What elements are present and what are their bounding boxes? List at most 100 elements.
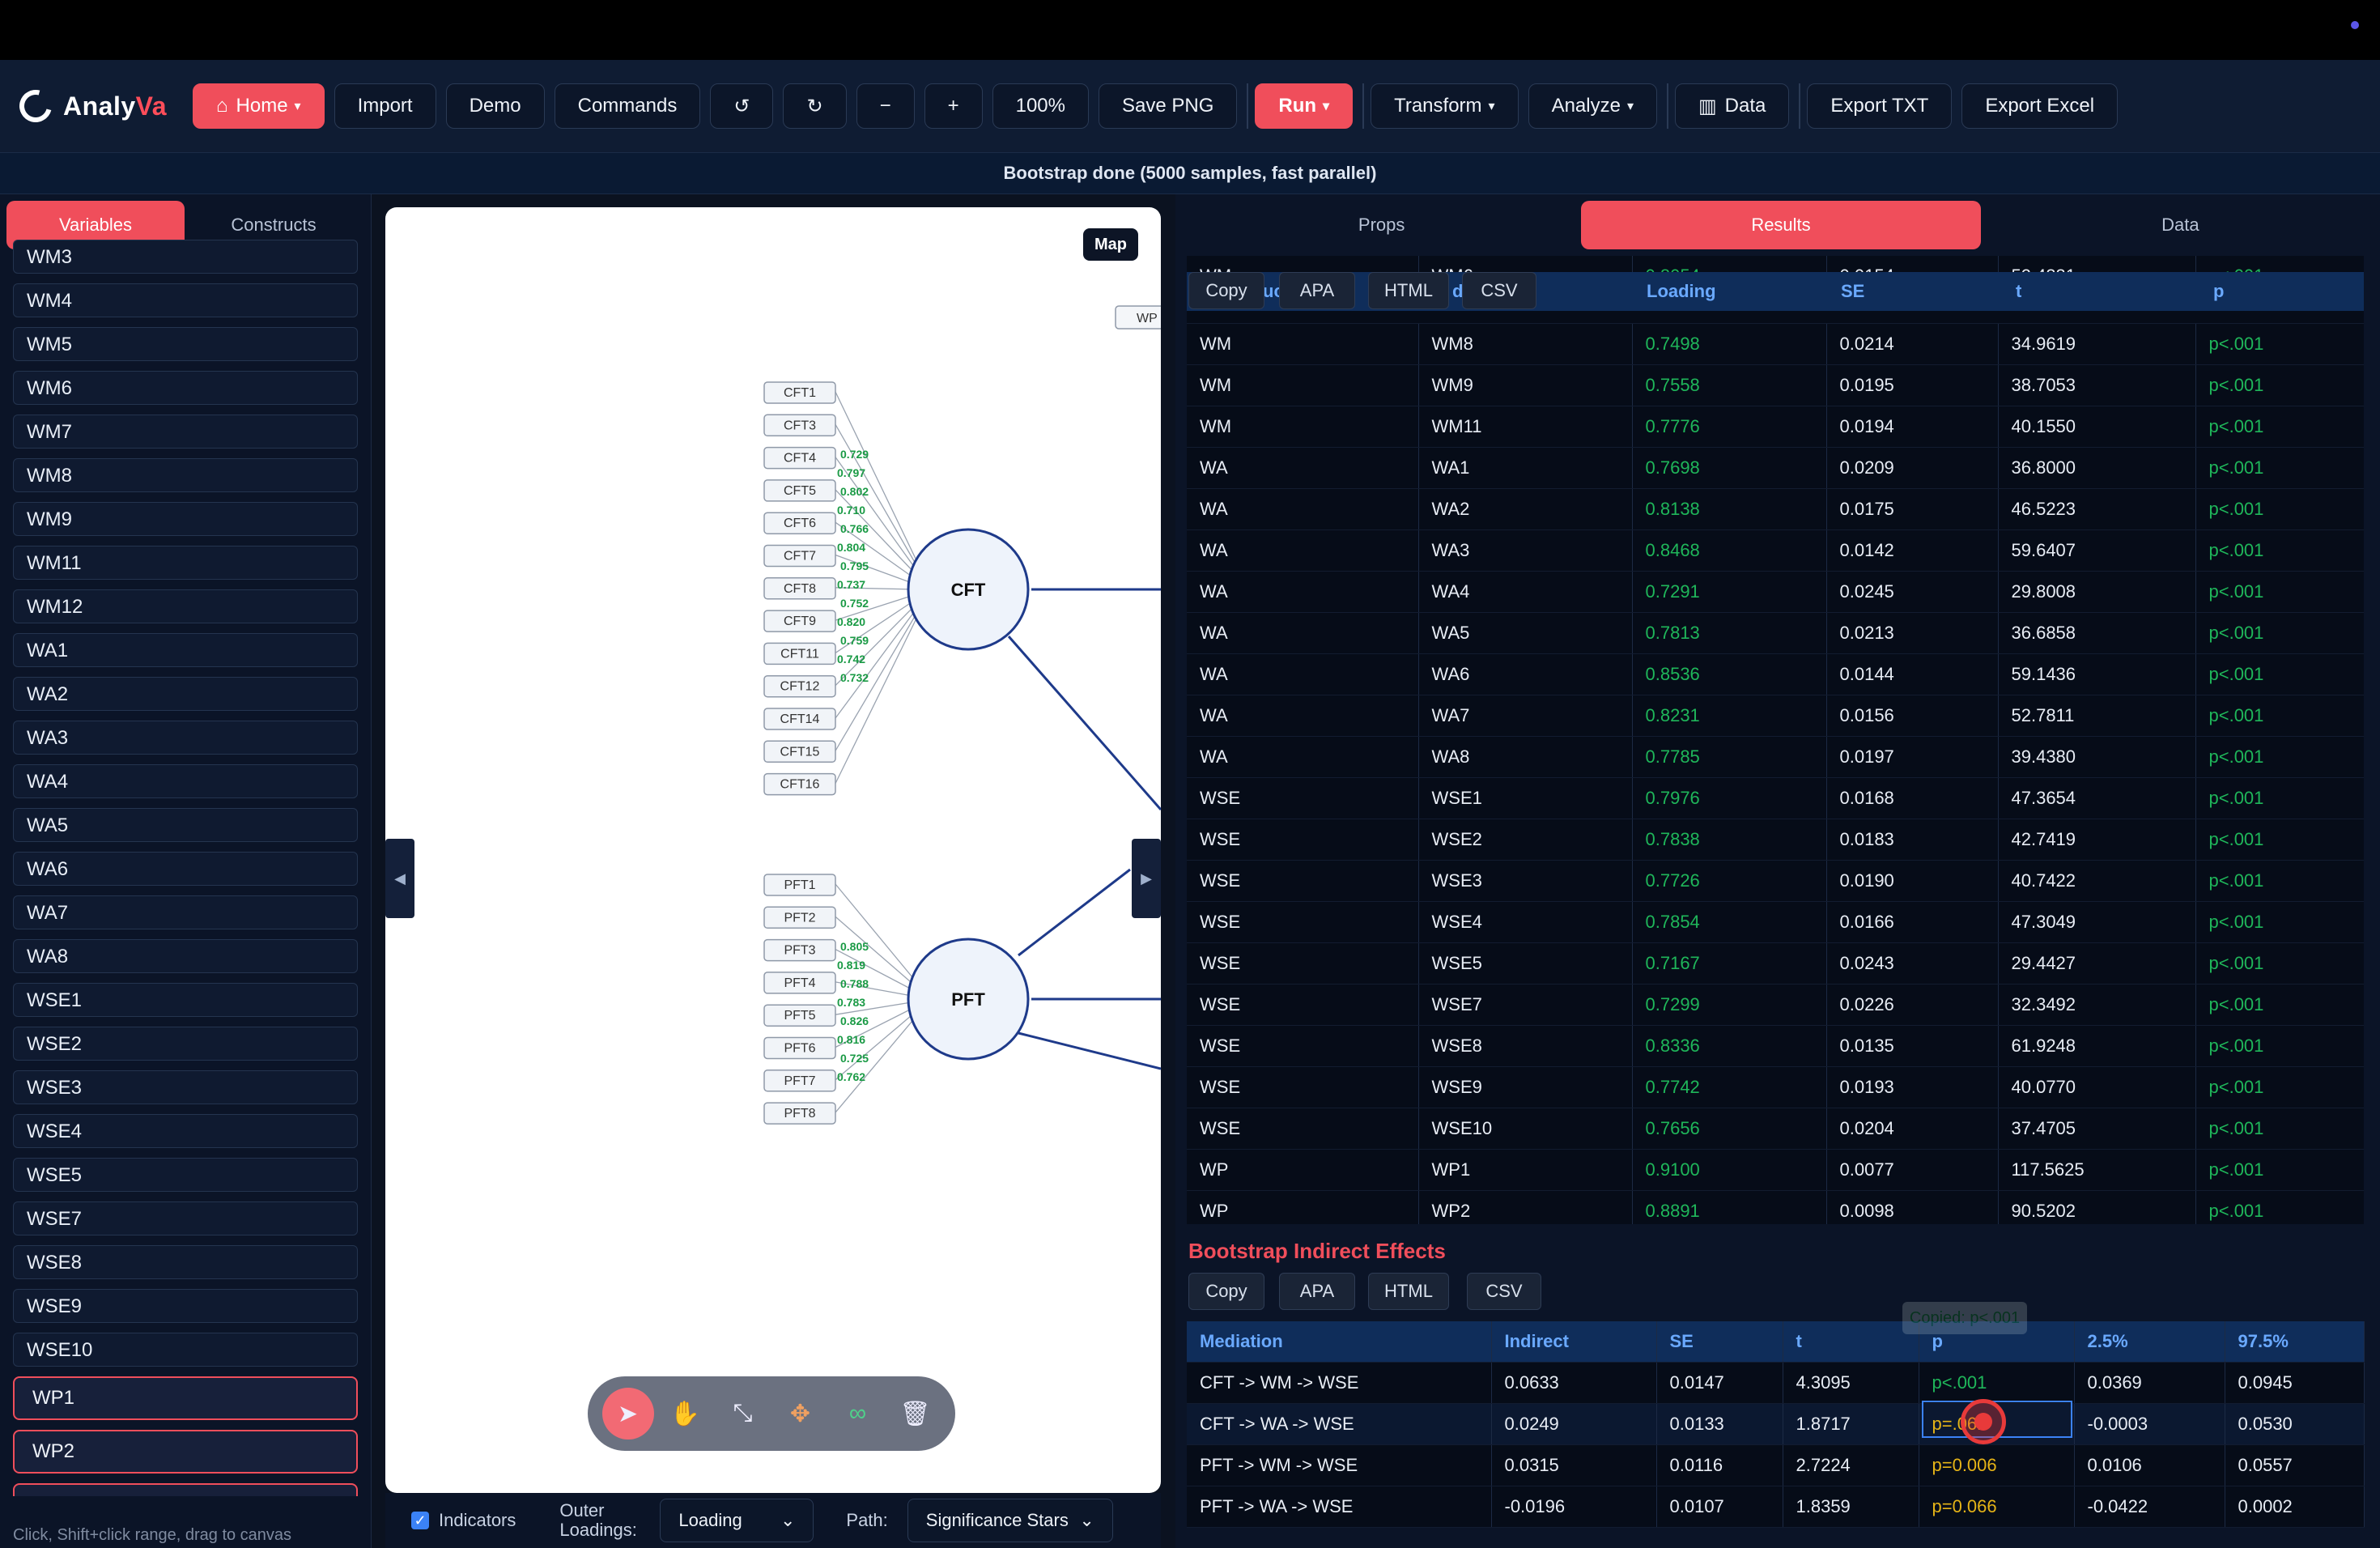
table-cell[interactable]: WSE	[1187, 901, 1419, 943]
zoom-in-button[interactable]: +	[924, 83, 983, 129]
indicator-label[interactable]: PFT5	[784, 1009, 815, 1023]
table-cell[interactable]: p<.001	[2195, 364, 2364, 406]
indicator-box[interactable]	[763, 740, 836, 763]
column-header[interactable]: SE	[1656, 1321, 1783, 1363]
table-cell[interactable]: WSE	[1187, 984, 1419, 1026]
variable-item[interactable]: WA1	[13, 633, 358, 667]
variable-item[interactable]: WM9	[13, 502, 358, 536]
link-rings-icon[interactable]: ∞	[848, 1400, 867, 1427]
variable-item[interactable]: WA6	[13, 852, 358, 886]
table-cell[interactable]: WM11	[1418, 406, 1633, 448]
table-cell[interactable]: WSE8	[1418, 1025, 1633, 1067]
indicator-box[interactable]	[763, 1036, 836, 1060]
variable-item[interactable]: WSE3	[13, 1070, 358, 1104]
table-cell[interactable]: p<.001	[2195, 653, 2364, 695]
table-cell[interactable]: 39.4380	[1998, 736, 2196, 778]
indicator-link[interactable]	[835, 1010, 917, 1081]
table-cell[interactable]: p<.001	[2195, 777, 2364, 819]
indicator-label[interactable]: PFT1	[784, 878, 815, 892]
variable-item[interactable]: WSE5	[13, 1158, 358, 1192]
table-cell[interactable]: 0.0204	[1826, 1108, 1999, 1150]
variable-item[interactable]: WSE1	[13, 983, 358, 1017]
table-cell[interactable]: WA6	[1418, 653, 1633, 695]
variable-item[interactable]: WSE4	[13, 1114, 358, 1148]
indicator-label[interactable]: CFT8	[784, 582, 816, 596]
commands-button[interactable]: Commands	[554, 83, 701, 129]
table-cell[interactable]: 0.0142	[1826, 529, 1999, 572]
import-button[interactable]: Import	[334, 83, 436, 129]
table-cell[interactable]: p<.001	[2195, 447, 2364, 489]
indicator-link[interactable]	[835, 981, 917, 997]
export-excel-button[interactable]: Export Excel	[1961, 83, 2119, 129]
table-cell[interactable]: 0.7698	[1632, 447, 1827, 489]
indicator-link[interactable]	[835, 618, 917, 784]
demo-button[interactable]: Demo	[445, 83, 545, 129]
indicator-box[interactable]	[763, 512, 836, 534]
indicator-box[interactable]	[763, 874, 836, 896]
analyze-button[interactable]: Analyze ▾	[1528, 83, 1657, 129]
indicator-link[interactable]	[835, 521, 917, 580]
table-cell[interactable]: 0.0213	[1826, 612, 1999, 654]
indicator-box[interactable]	[763, 972, 836, 994]
table-cell[interactable]: 0.7854	[1632, 901, 1827, 943]
variable-item[interactable]: WA7	[13, 895, 358, 929]
indicator-box[interactable]	[763, 1102, 836, 1125]
table-cell[interactable]: 36.6858	[1998, 612, 2196, 654]
collapse-right-button[interactable]: ▶	[1132, 839, 1161, 918]
indicator-label[interactable]: CFT6	[784, 517, 816, 530]
save-png-button[interactable]: Save PNG	[1098, 83, 1238, 129]
table-cell[interactable]: p<.001	[2195, 323, 2364, 365]
indicator-box[interactable]	[763, 610, 836, 632]
indicator-label[interactable]: CFT3	[784, 419, 816, 432]
table-cell[interactable]: 47.3654	[1998, 777, 2196, 819]
table-cell[interactable]: 0.0166	[1826, 901, 1999, 943]
table-cell[interactable]: 0.0116	[1656, 1444, 1783, 1486]
table-cell[interactable]: WSE	[1187, 819, 1419, 861]
variable-item[interactable]: WM3	[13, 240, 358, 274]
zoom-level-button[interactable]: 100%	[992, 83, 1089, 129]
table-cell[interactable]: p<.001	[2195, 488, 2364, 530]
indicator-label[interactable]: PFT8	[784, 1107, 815, 1121]
table-cell[interactable]: WP1	[1418, 1149, 1633, 1191]
table-cell[interactable]: 117.5625	[1998, 1149, 2196, 1191]
indicator-box[interactable]	[763, 906, 836, 929]
table-cell[interactable]: PFT -> WA -> WSE	[1187, 1486, 1492, 1528]
table-cell[interactable]: 0.0107	[1656, 1486, 1783, 1528]
indicator-label[interactable]: CFT7	[784, 550, 816, 563]
table-cell[interactable]: WM	[1187, 323, 1419, 365]
indicator-box[interactable]	[763, 577, 836, 600]
table-cell[interactable]: 46.5223	[1998, 488, 2196, 530]
home-button[interactable]: ⌂ Home ▾	[193, 83, 325, 129]
column-header[interactable]: Mediation	[1187, 1321, 1492, 1363]
table-cell[interactable]: 32.3492	[1998, 984, 2196, 1026]
table-cell[interactable]: 0.9100	[1632, 1149, 1827, 1191]
table-cell[interactable]: 0.0557	[2225, 1444, 2365, 1486]
table-cell[interactable]: 29.4427	[1998, 942, 2196, 985]
indicator-link[interactable]	[835, 554, 917, 585]
tab-data[interactable]: Data	[2161, 215, 2199, 235]
indicator-label[interactable]: CFT1	[784, 386, 816, 400]
table-cell[interactable]: WSE	[1187, 777, 1419, 819]
indicator-box[interactable]	[763, 674, 836, 698]
bootstrap-html-button[interactable]: HTML	[1368, 1273, 1449, 1310]
table-cell[interactable]: p<.001	[2195, 406, 2364, 448]
table-cell[interactable]: 2.7224	[1783, 1444, 1919, 1486]
table-cell[interactable]: 0.7167	[1632, 942, 1827, 985]
model-canvas[interactable]: CFT1 CFT3 CFT4 CFT5 CFT6 CFT7 CFT8 CFT9 CFT11 CFT…	[385, 207, 1161, 1493]
table-cell[interactable]: 0.0183	[1826, 819, 1999, 861]
table-cell[interactable]: 90.5202	[1998, 1190, 2196, 1224]
redo-button[interactable]: ↻	[783, 83, 847, 129]
indicator-link[interactable]	[835, 587, 917, 590]
table-cell[interactable]: WSE9	[1418, 1066, 1633, 1108]
collapse-left-button[interactable]: ◀	[385, 839, 414, 918]
table-cell[interactable]: 0.7838	[1632, 819, 1827, 861]
indicator-label[interactable]: CFT15	[780, 745, 820, 759]
indicator-box[interactable]	[763, 938, 836, 962]
table-cell[interactable]: 0.0197	[1826, 736, 1999, 778]
indicators-checkbox[interactable]: ✓	[411, 1512, 429, 1529]
table-cell[interactable]: 1.8359	[1783, 1486, 1919, 1528]
export-txt-button[interactable]: Export TXT	[1807, 83, 1953, 129]
variable-item[interactable]: WA2	[13, 677, 358, 711]
loadings-copy-button[interactable]: Copy	[1188, 272, 1264, 309]
indicator-box[interactable]	[763, 642, 836, 666]
